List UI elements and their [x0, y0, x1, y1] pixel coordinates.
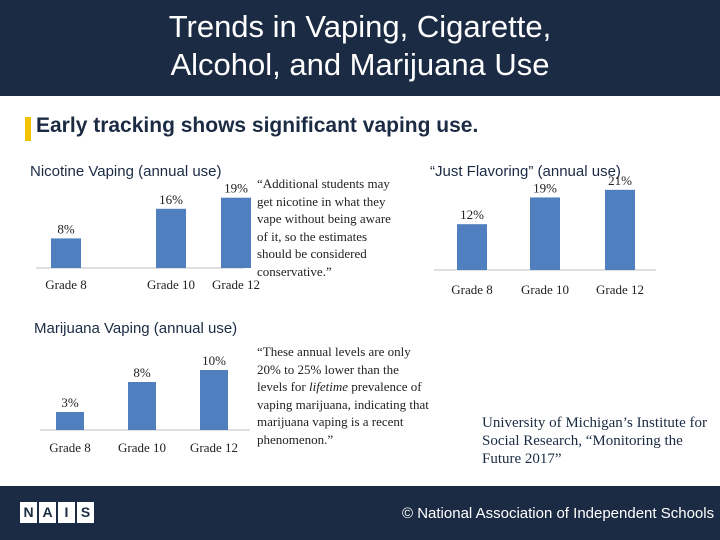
- marijuana-vaping-chart: 3% Grade 8 8% Grade 10 10% Grade 12: [40, 353, 250, 455]
- data-label: 12%: [460, 207, 484, 222]
- just-flavoring-chart: 12% Grade 8 19% Grade 10 21% Grade 12: [434, 173, 656, 297]
- subtitle-accent-bar: [25, 117, 31, 141]
- page-title: Trends in Vaping, Cigarette, Alcohol, an…: [0, 8, 720, 84]
- nicotine-chart-title: Nicotine Vaping (annual use): [30, 163, 222, 180]
- bar-grade-10: [530, 197, 560, 270]
- bar-grade-8: [457, 224, 487, 270]
- logo-cell-i: I: [58, 502, 75, 523]
- marijuana-quote: “These annual levels are only 20% to 25%…: [257, 343, 429, 448]
- footer-bar: N A I S © National Association of Indepe…: [0, 486, 720, 540]
- bar-grade-10: [156, 208, 186, 268]
- data-label: 8%: [57, 221, 75, 236]
- bar-grade-12: [605, 189, 635, 270]
- title-banner: Trends in Vaping, Cigarette, Alcohol, an…: [0, 0, 720, 96]
- bar-grade-12: [200, 370, 228, 430]
- x-tick-label: Grade 10: [118, 440, 166, 455]
- logo-cell-s: S: [77, 502, 94, 523]
- slide-subtitle: Early tracking shows significant vaping …: [36, 114, 479, 137]
- source-citation: University of Michigan’s Institute for S…: [482, 415, 707, 467]
- nicotine-quote: “Additional students may get nicotine in…: [257, 176, 391, 279]
- data-label: 19%: [224, 181, 248, 196]
- x-tick-label: Grade 8: [45, 277, 87, 292]
- bar-grade-12: [221, 197, 251, 268]
- organization-name: © National Association of Independent Sc…: [402, 505, 715, 522]
- page-title-line-2: Alcohol, and Marijuana Use: [170, 47, 550, 82]
- marijuana-quote-emphasis: lifetime: [308, 379, 348, 394]
- data-label: 16%: [159, 192, 183, 207]
- x-tick-label: Grade 12: [596, 282, 644, 297]
- nais-logo: N A I S: [20, 502, 96, 523]
- marijuana-quote-part-1: “These annual levels are only 20% to 25%…: [257, 344, 411, 394]
- data-label: 3%: [61, 395, 79, 410]
- x-tick-label: Grade 8: [49, 440, 91, 455]
- x-tick-label: Grade 12: [190, 440, 238, 455]
- logo-cell-a: A: [39, 502, 56, 523]
- data-label: 19%: [533, 180, 557, 195]
- x-tick-label: Grade 10: [521, 282, 569, 297]
- data-label: 10%: [202, 353, 226, 368]
- bar-grade-8: [51, 238, 81, 268]
- x-tick-label: Grade 8: [451, 282, 493, 297]
- x-tick-label: Grade 10: [147, 277, 195, 292]
- logo-cell-n: N: [20, 502, 37, 523]
- data-label: 8%: [133, 365, 151, 380]
- flavoring-chart-title: “Just Flavoring” (annual use): [430, 163, 621, 180]
- x-tick-label: Grade 12: [212, 277, 260, 292]
- marijuana-quote-part-3: prevalence of vaping marijuana, indicati…: [257, 379, 429, 447]
- page-title-line-1: Trends in Vaping, Cigarette,: [168, 9, 552, 44]
- bar-grade-10: [128, 382, 156, 430]
- marijuana-chart-title: Marijuana Vaping (annual use): [34, 320, 238, 337]
- nicotine-vaping-chart: 8% Grade 8 16% Grade 10 19% Grade 12: [36, 181, 260, 292]
- bar-grade-8: [56, 412, 84, 430]
- data-label: 21%: [608, 173, 632, 188]
